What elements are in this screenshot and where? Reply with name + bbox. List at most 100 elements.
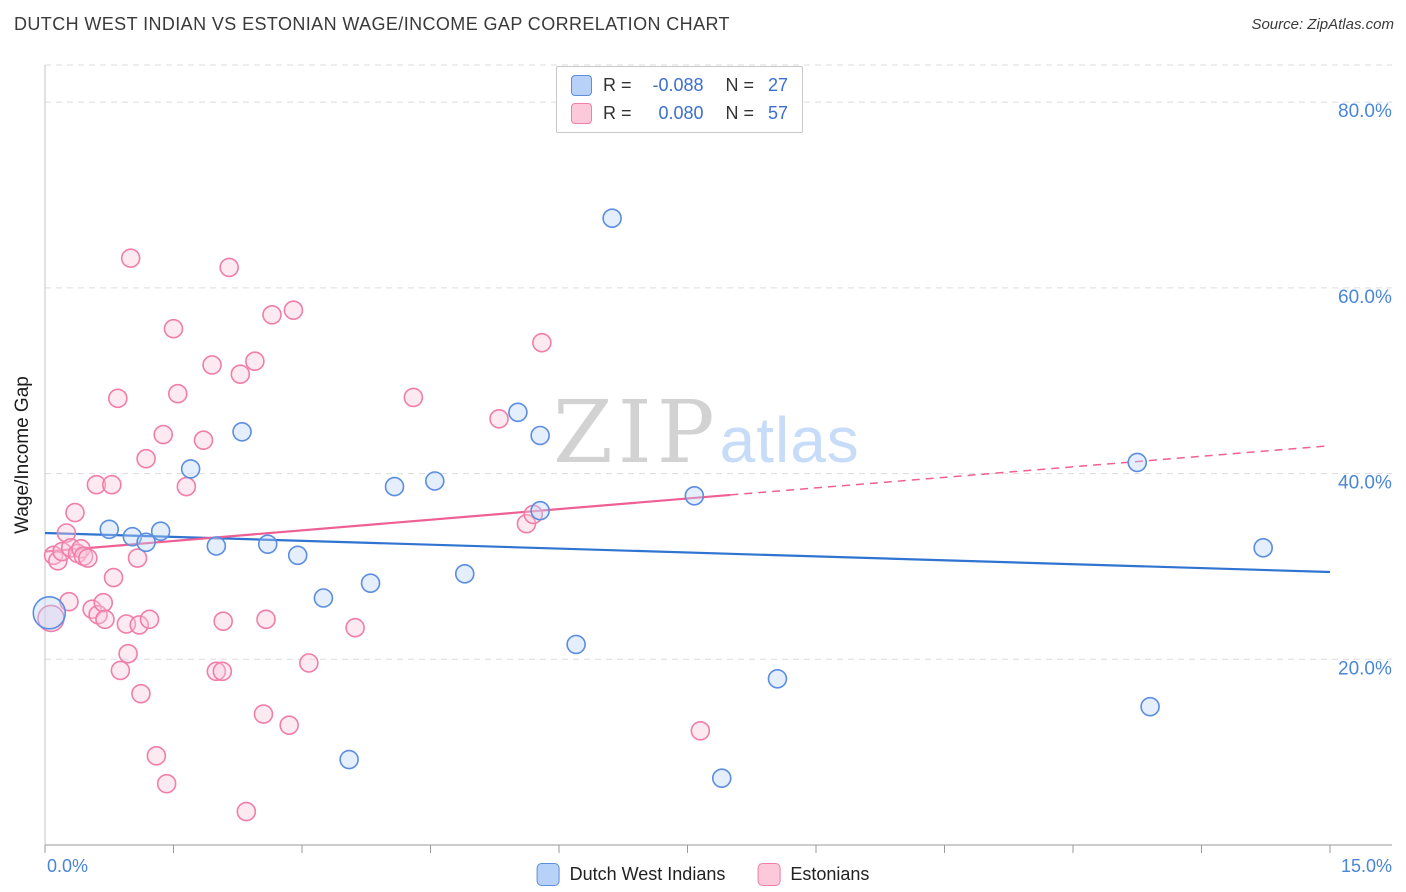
- data-point: [176, 476, 197, 497]
- data-point: [454, 564, 475, 584]
- data-point: [213, 611, 233, 632]
- y-tick-label: 40.0%: [1338, 473, 1392, 494]
- n-label: N =: [725, 103, 755, 123]
- data-point: [180, 459, 201, 479]
- data-point: [146, 746, 167, 766]
- data-point: [136, 448, 156, 469]
- data-point: [212, 661, 233, 682]
- data-point: [48, 551, 68, 571]
- data-point: [236, 801, 257, 822]
- data-point: [489, 408, 509, 429]
- data-point: [283, 300, 304, 320]
- trend-line: [730, 444, 1331, 496]
- data-point: [287, 545, 308, 566]
- data-point: [56, 523, 77, 543]
- data-point: [32, 596, 67, 630]
- r-label: R =: [603, 103, 632, 123]
- data-point: [99, 519, 120, 540]
- data-point: [684, 486, 705, 506]
- data-point: [767, 668, 788, 689]
- data-point: [127, 548, 148, 568]
- data-point: [65, 502, 85, 523]
- data-point: [108, 388, 128, 409]
- blue-series-swatch: [571, 75, 592, 96]
- data-point: [86, 474, 107, 495]
- y-tick-label: 60.0%: [1338, 287, 1392, 308]
- y-tick-label: 20.0%: [1338, 658, 1392, 679]
- data-point: [299, 653, 319, 673]
- y-tick-label: 80.0%: [1338, 101, 1392, 122]
- page-title: DUTCH WEST INDIAN VS ESTONIAN WAGE/INCOM…: [14, 14, 730, 34]
- data-point: [690, 720, 711, 741]
- pink-series-swatch: [571, 103, 592, 124]
- data-point: [102, 474, 122, 495]
- source-label: Source: ZipAtlas.com: [1251, 16, 1394, 33]
- x-tick-label: 0.0%: [47, 856, 88, 876]
- legend-item-estonians: Estonians: [757, 863, 869, 886]
- data-point: [163, 318, 184, 339]
- data-point: [257, 534, 278, 554]
- n-value: 57: [768, 103, 789, 123]
- y-axis-title: Wage/Income Gap: [12, 376, 33, 534]
- data-point: [95, 609, 115, 630]
- data-point: [136, 532, 156, 553]
- data-point: [103, 567, 124, 588]
- r-value: 0.080: [658, 103, 704, 123]
- data-point: [206, 536, 227, 556]
- data-point: [384, 476, 405, 497]
- zipatlas-watermark: ZIPatlas: [553, 383, 860, 483]
- data-point: [403, 387, 424, 408]
- data-point: [532, 332, 552, 353]
- n-value: 27: [768, 75, 789, 95]
- data-point: [256, 609, 276, 630]
- data-point: [131, 683, 151, 704]
- correlation-row-dutch-west-indians: R = -0.088 N = 27: [571, 75, 788, 96]
- trend-line: [44, 493, 731, 553]
- data-point: [93, 592, 114, 613]
- data-point: [360, 573, 381, 593]
- data-point: [424, 471, 445, 491]
- data-point: [253, 704, 274, 724]
- data-point: [232, 421, 252, 442]
- data-point: [1140, 696, 1160, 717]
- legend-item-dutch-west-indians: Dutch West Indians: [536, 863, 725, 886]
- trend-line: [44, 531, 1331, 574]
- data-point: [245, 351, 265, 372]
- series-legend: Dutch West Indians Estonians: [528, 863, 878, 886]
- data-point: [313, 588, 334, 608]
- data-point: [156, 773, 177, 794]
- data-point: [129, 615, 150, 635]
- data-point: [339, 749, 359, 770]
- data-point: [202, 355, 222, 375]
- data-point: [566, 634, 586, 655]
- correlation-row-estonians: R = 0.080 N = 57: [571, 103, 788, 124]
- data-point: [602, 208, 622, 229]
- data-point: [262, 304, 282, 325]
- blue-series-swatch: [536, 863, 560, 886]
- x-tick-label: 15.0%: [1341, 856, 1392, 876]
- data-point: [150, 521, 171, 541]
- data-point: [711, 768, 732, 788]
- data-point: [508, 402, 528, 423]
- data-point: [1127, 452, 1148, 473]
- data-point: [139, 609, 160, 630]
- correlation-legend: R = -0.088 N = 27 R = 0.080 N = 57: [556, 66, 804, 133]
- legend-label: Estonians: [790, 864, 870, 884]
- data-point: [279, 715, 299, 736]
- data-point: [230, 364, 251, 385]
- data-point: [206, 661, 227, 682]
- data-point: [118, 643, 138, 664]
- data-point: [167, 383, 188, 404]
- r-label: R =: [603, 75, 632, 95]
- pink-series-swatch: [757, 863, 781, 886]
- r-value: -0.088: [652, 75, 704, 95]
- watermark-atlas: atlas: [719, 404, 860, 476]
- n-label: N =: [725, 75, 755, 95]
- data-point: [193, 430, 214, 450]
- data-point: [153, 424, 174, 445]
- watermark-zip: ZIP: [553, 383, 720, 483]
- data-point: [530, 500, 550, 521]
- data-point: [78, 548, 98, 568]
